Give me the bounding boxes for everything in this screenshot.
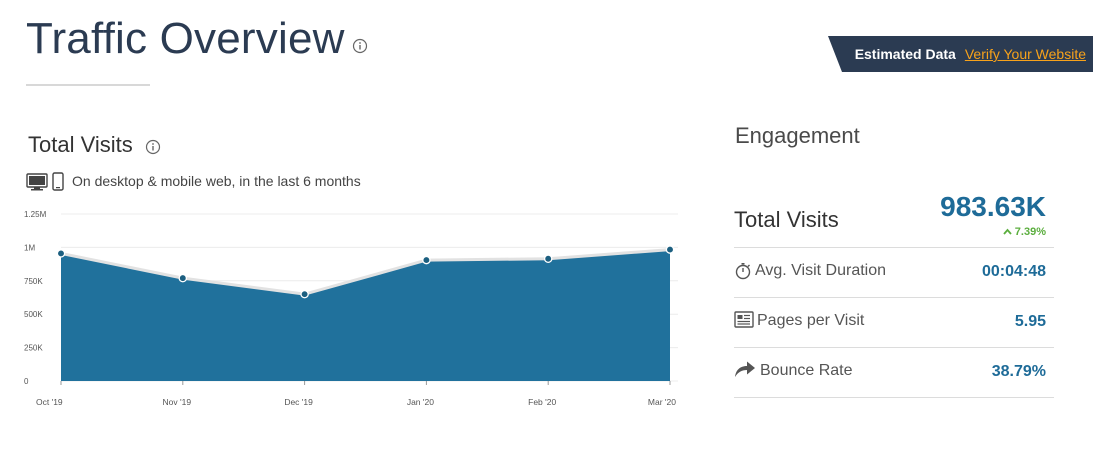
y-tick-label: 500K (24, 310, 43, 319)
y-tick-label: 1.25M (24, 210, 47, 219)
total-visits-subtitle: On desktop & mobile web, in the last 6 m… (72, 173, 361, 189)
pages-per-visit-label: Pages per Visit (757, 312, 865, 329)
bounce-rate-label: Bounce Rate (760, 362, 853, 379)
y-tick-label: 1M (24, 243, 35, 252)
page-title: Traffic Overview (26, 14, 345, 63)
x-tick-label: Feb '20 (528, 397, 556, 407)
bounce-rate-value: 38.79% (991, 363, 1046, 380)
bounce-arrow-icon (734, 360, 756, 383)
mobile-icon (52, 172, 64, 191)
data-point (422, 255, 431, 265)
data-point (178, 273, 188, 283)
x-tick-label: Oct '19 (36, 397, 63, 407)
x-tick-label: Mar '20 (648, 397, 676, 407)
title-underline (26, 84, 150, 86)
engagement-title: Engagement (735, 123, 860, 148)
total-visits-title: Total Visits (28, 132, 133, 157)
total-visits-label: Total Visits (734, 207, 839, 232)
data-point (56, 249, 66, 258)
y-tick-label: 250K (24, 344, 43, 353)
data-point (665, 245, 675, 254)
total-visits-metric: Total Visits 983.63K 7.39% (734, 186, 1054, 248)
bounce-rate-metric: Bounce Rate 38.79% (734, 348, 1054, 398)
avg-visit-duration-value: 00:04:48 (981, 263, 1046, 280)
arrow-up-icon (1003, 228, 1012, 235)
stopwatch-icon (734, 262, 752, 285)
x-tick-label: Dec '19 (284, 397, 313, 407)
pages-icon (734, 311, 754, 334)
estimated-data-banner: Estimated Data Verify Your Website (828, 36, 1093, 72)
avg-visit-duration-label: Avg. Visit Duration (755, 262, 887, 279)
area-series (61, 249, 670, 381)
y-tick-label: 750K (24, 277, 43, 286)
device-icons (26, 172, 68, 197)
total-visits-change-value: 7.39% (1014, 226, 1046, 238)
data-point (543, 254, 553, 264)
y-tick-label: 0 (24, 377, 29, 386)
pages-per-visit-value: 5.95 (1014, 313, 1046, 330)
info-icon[interactable] (352, 38, 368, 54)
series-line (60, 248, 671, 296)
verify-website-link[interactable]: Verify Your Website (964, 46, 1086, 62)
pages-per-visit-metric: Pages per Visit 5.95 (734, 298, 1054, 348)
data-point (300, 289, 309, 299)
estimated-data-label: Estimated Data (854, 46, 956, 62)
total-visits-chart: 0 250K 500K 750K 1M 1.25M Oct '19 Nov '19 Dec '1… (24, 210, 678, 407)
info-icon[interactable] (145, 139, 161, 155)
x-tick-label: Jan '20 (407, 397, 434, 407)
x-tick-label: Nov '19 (163, 397, 192, 407)
total-visits-change: 7.39% (1003, 226, 1046, 238)
total-visits-value: 983.63K (940, 191, 1046, 222)
avg-visit-duration-metric: Avg. Visit Duration 00:04:48 (734, 248, 1054, 298)
desktop-icon (26, 173, 48, 191)
